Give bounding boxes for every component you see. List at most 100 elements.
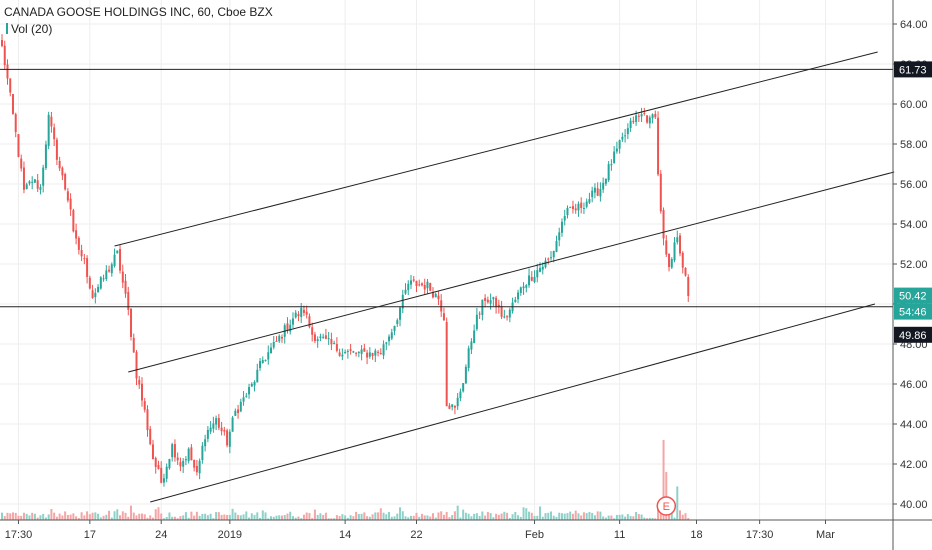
volume-bar xyxy=(533,515,536,520)
volume-bar xyxy=(530,512,533,520)
volume-indicator-row[interactable]: Vol (20) xyxy=(4,21,273,38)
candle-body xyxy=(173,444,176,458)
volume-bar xyxy=(187,517,190,520)
volume-bar xyxy=(17,515,20,520)
candle-body xyxy=(360,349,363,354)
volume-bar xyxy=(379,508,382,520)
candle-body xyxy=(478,313,481,315)
candle-body xyxy=(330,339,333,345)
volume-bar xyxy=(544,513,547,520)
candle-body xyxy=(64,174,67,190)
volume-bar xyxy=(66,514,69,520)
volume-bar xyxy=(464,512,467,520)
candle-body xyxy=(596,188,599,196)
candle-body xyxy=(179,462,182,467)
candle-body xyxy=(270,347,273,354)
candle-body xyxy=(239,401,242,412)
volume-bar xyxy=(245,511,248,520)
volume-bar xyxy=(596,511,599,520)
candle-body xyxy=(261,360,264,364)
candle-body xyxy=(286,323,289,331)
volume-bar xyxy=(184,512,187,520)
volume-bar xyxy=(108,510,111,520)
volume-bar xyxy=(338,516,341,520)
x-tick-label: 17 xyxy=(84,529,96,541)
candle-body xyxy=(475,314,478,330)
candle-body xyxy=(687,276,690,296)
volume-bar xyxy=(407,517,410,520)
volume-bar xyxy=(212,518,215,520)
volume-bar xyxy=(237,514,240,520)
volume-bar xyxy=(220,514,223,520)
y-tick-label: 60.00 xyxy=(900,99,928,111)
volume-bar xyxy=(355,511,358,520)
candle-body xyxy=(135,352,138,379)
volume-bar xyxy=(198,515,201,520)
volume-bar xyxy=(363,512,366,520)
candle-body xyxy=(643,112,646,114)
volume-bar xyxy=(113,511,116,520)
volume-bar xyxy=(297,516,300,520)
candle-body xyxy=(629,120,632,128)
candle-body xyxy=(11,94,14,115)
earnings-marker-group[interactable]: E xyxy=(656,496,677,516)
candle-body xyxy=(473,330,476,343)
earnings-label: E xyxy=(663,501,670,513)
candle-body xyxy=(308,316,311,328)
volume-bar xyxy=(453,511,456,520)
volume-bar xyxy=(670,513,673,520)
candle-body xyxy=(448,405,451,409)
candle-body xyxy=(83,258,86,260)
volume-bar xyxy=(385,514,388,520)
volume-bar xyxy=(302,514,305,520)
candle-body xyxy=(637,115,640,117)
volume-bar xyxy=(517,515,520,520)
candle-body xyxy=(497,304,500,307)
volume-bar xyxy=(228,514,231,520)
volume-bar xyxy=(431,513,434,520)
candle-body xyxy=(157,465,160,470)
channel-line-1 xyxy=(128,171,895,373)
volume-bar xyxy=(272,516,275,520)
volume-bar xyxy=(69,514,72,520)
candle-body xyxy=(25,184,28,189)
candle-body xyxy=(489,300,492,304)
candle-body xyxy=(319,336,322,338)
candle-body xyxy=(77,237,80,250)
volume-bar xyxy=(478,515,481,520)
volume-bar xyxy=(44,517,47,520)
candle-body xyxy=(204,439,207,447)
volume-bar xyxy=(61,515,64,520)
candle-body xyxy=(22,167,25,190)
volume-bar xyxy=(588,511,591,520)
volume-bar xyxy=(97,513,100,520)
volume-bar xyxy=(571,513,574,520)
candle-body xyxy=(267,352,270,360)
volume-bar xyxy=(654,518,657,520)
candle-body xyxy=(223,429,226,432)
volume-bar xyxy=(149,515,152,520)
candle-body xyxy=(146,409,149,431)
candle-body xyxy=(9,78,12,93)
volume-bars xyxy=(1,440,690,520)
candle-body xyxy=(3,45,6,66)
volume-bar xyxy=(602,516,605,520)
volume-bar xyxy=(215,512,218,520)
drawn-lines xyxy=(0,51,895,503)
candle-body xyxy=(440,300,443,312)
candle-body xyxy=(130,308,133,337)
candle-body xyxy=(14,114,17,133)
volume-bar xyxy=(648,517,651,520)
y-tick-label: 46.00 xyxy=(900,379,928,391)
candle-body xyxy=(242,397,245,402)
symbol-title[interactable]: CANADA GOOSE HOLDINGS INC, 60, Cboe BZX xyxy=(4,5,273,19)
candle-body xyxy=(648,117,651,124)
x-tick-label: Feb xyxy=(525,529,544,541)
x-tick-label: 14 xyxy=(339,529,351,541)
grid xyxy=(0,0,893,520)
volume-bar xyxy=(399,507,402,520)
candle-body xyxy=(121,271,124,283)
